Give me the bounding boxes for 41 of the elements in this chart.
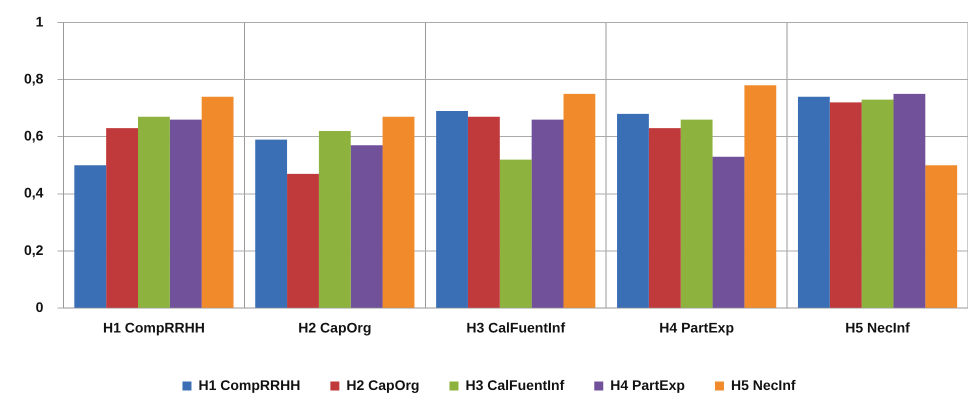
bar	[468, 116, 500, 308]
bar	[563, 94, 596, 308]
bar	[532, 120, 564, 308]
bar	[798, 96, 830, 308]
bar	[287, 174, 319, 308]
bar	[617, 114, 649, 308]
bar	[830, 102, 862, 308]
bar	[680, 120, 713, 308]
y-tick-label: 1	[36, 13, 44, 30]
bar	[436, 111, 468, 308]
bar	[382, 116, 414, 308]
y-tick-label: 0,2	[24, 242, 44, 258]
bar	[893, 94, 926, 308]
bar	[500, 160, 532, 308]
y-tick-label: 0,8	[24, 70, 44, 86]
bar	[138, 116, 170, 308]
bar	[862, 100, 894, 308]
bar	[712, 156, 744, 308]
bar	[106, 128, 138, 308]
y-tick-label: 0,4	[24, 184, 44, 201]
x-tick-label: H1 CompRRHH	[102, 319, 205, 336]
legend-label: H2 CapOrg	[346, 376, 420, 393]
bar	[318, 131, 351, 308]
x-tick-label: H4 PartExp	[659, 319, 734, 336]
legend-label: H1 CompRRHH	[198, 376, 300, 393]
x-tick-label: H2 CapOrg	[298, 319, 372, 336]
legend-label: H5 NecInf	[730, 376, 796, 393]
legend-label: H4 PartExp	[610, 376, 685, 393]
bar	[350, 145, 383, 308]
y-tick-label: 0	[36, 299, 44, 316]
legend-label: H3 CalFuentInf	[465, 376, 565, 393]
bar	[744, 85, 776, 308]
y-tick-label: 0,6	[24, 128, 44, 144]
bar	[925, 165, 958, 308]
x-tick-label: H3 CalFuentInf	[466, 319, 566, 336]
bar	[170, 120, 202, 308]
bar	[202, 96, 234, 308]
bar	[74, 165, 106, 308]
x-tick-label: H5 NecInf	[845, 319, 910, 336]
bar	[648, 128, 681, 308]
bar	[255, 140, 288, 308]
